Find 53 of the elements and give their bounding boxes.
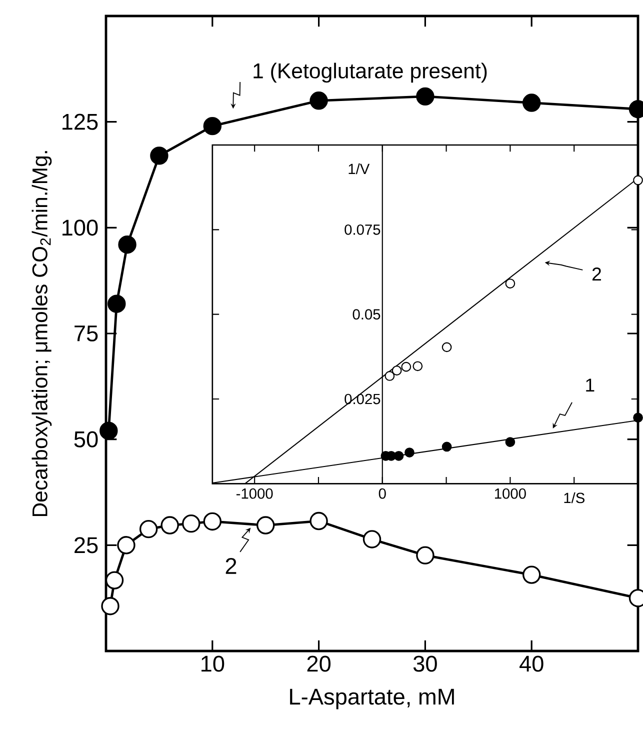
x-tick-label: 0 <box>378 488 386 499</box>
x-tick-label: -1000 <box>236 488 273 499</box>
x-axis-title: 1/S <box>564 492 584 504</box>
y-tick-label: 100 <box>62 220 98 236</box>
x-tick-label: 40 <box>520 656 544 672</box>
point <box>139 520 158 538</box>
point <box>442 342 452 352</box>
x-tick-label: 10 <box>202 656 224 672</box>
annotation: 1 (Ketoglutarate present) <box>254 62 487 83</box>
point <box>118 235 136 254</box>
point <box>392 366 402 376</box>
point <box>310 512 328 530</box>
point <box>384 371 395 381</box>
y-tick-label: 0.075 <box>344 224 380 235</box>
point <box>182 514 200 533</box>
y-axis-title: Decarboxylation; μmoles CO$_{2}$/min./Mg. <box>32 151 52 516</box>
point <box>117 536 136 554</box>
point <box>416 87 434 106</box>
point <box>310 92 328 110</box>
annotation: 2 <box>226 558 236 574</box>
point <box>100 422 118 440</box>
point <box>160 516 179 534</box>
point <box>108 294 126 313</box>
point <box>101 597 120 616</box>
point <box>633 412 643 423</box>
point <box>203 116 222 136</box>
point <box>416 546 434 564</box>
point <box>404 448 414 458</box>
point <box>150 146 168 165</box>
point <box>203 512 222 531</box>
y-axis-title: 1/V <box>348 163 370 174</box>
y-tick-label: 125 <box>62 114 98 130</box>
y-tick-label: 50 <box>74 431 98 448</box>
y-tick-label: 25 <box>74 537 98 554</box>
y-tick-label: 75 <box>74 326 98 342</box>
annotation: 1 <box>586 378 594 392</box>
point <box>505 437 516 447</box>
annotation: 2 <box>592 267 601 281</box>
point <box>505 278 516 288</box>
point <box>401 362 412 372</box>
point <box>412 361 423 372</box>
point <box>442 442 452 452</box>
x-tick-label: 1000 <box>494 488 526 499</box>
point <box>362 530 382 548</box>
point <box>256 516 275 534</box>
point <box>522 94 541 112</box>
y-tick-label: 0.05 <box>352 309 380 320</box>
point <box>394 450 404 461</box>
x-axis-title: L-Aspartate, mM <box>290 688 454 710</box>
point <box>105 571 124 590</box>
x-tick-label: 30 <box>413 656 437 672</box>
x-tick-label: 20 <box>307 656 331 672</box>
point <box>522 566 541 584</box>
